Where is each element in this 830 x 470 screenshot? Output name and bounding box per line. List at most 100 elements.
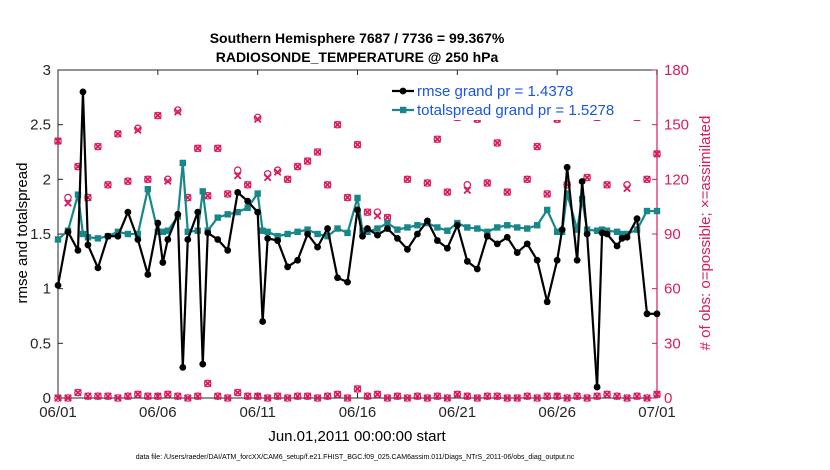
obs-low-assimilated-marker [563, 394, 571, 402]
rmse-line-segment [586, 233, 599, 388]
obs-low-assimilated-marker [253, 392, 262, 401]
obs-low-possible-marker [653, 390, 661, 399]
obs-low-possible-marker [333, 390, 342, 399]
rmse-marker [394, 234, 401, 242]
totalspread-line-segment [356, 197, 364, 231]
obs-low-possible-marker [213, 392, 222, 400]
obs-assimilated-marker [543, 190, 552, 198]
rmse-line-segment [196, 212, 204, 365]
totalspread-marker [214, 214, 221, 221]
obs-low-assimilated-marker [193, 392, 202, 401]
obs-low-possible-marker [613, 392, 621, 400]
obs-low-assimilated-marker [413, 392, 422, 401]
obs-assimilated-marker [124, 177, 132, 185]
totalspread-marker [573, 226, 581, 233]
obs-possible-marker [483, 179, 492, 187]
totalspread-marker [474, 225, 481, 232]
rmse-marker [104, 232, 112, 240]
rmse-line-segment [81, 91, 90, 245]
x-tick-label: 06/26 [538, 404, 576, 421]
x-tick-label: 06/21 [439, 404, 477, 421]
rmse-marker [364, 225, 371, 232]
obs-low-possible-marker [114, 394, 122, 402]
obs-low-assimilated-marker [643, 394, 651, 402]
rmse-line-segment [596, 232, 604, 388]
totalspread-marker [284, 230, 291, 238]
totalspread-marker [563, 190, 571, 197]
totalspread-marker [524, 225, 531, 232]
obs-low-assimilated-marker [323, 392, 332, 401]
rmse-line-segment [561, 167, 569, 230]
obs-low-possible-marker [623, 394, 631, 402]
totalspread-marker [464, 224, 471, 231]
obs-possible-marker [523, 175, 532, 184]
totalspread-line-segment [346, 197, 359, 234]
totalspread-marker [534, 222, 541, 229]
obs-low-assimilated-marker [483, 392, 492, 401]
legend: rmse grand pr = 1.4378 totalspread grand … [386, 78, 652, 120]
totalspread-marker [184, 228, 191, 236]
obs-possible-marker [333, 120, 342, 129]
rmse-line-segment [446, 224, 459, 249]
rmse-marker [443, 244, 451, 252]
obs-possible-marker [423, 179, 432, 187]
rmse-marker [553, 256, 561, 264]
totalspread-marker [164, 227, 172, 234]
totalspread-line-segment [176, 162, 184, 217]
obs-assimilated-marker [144, 175, 152, 184]
rmse-line-segment [566, 167, 579, 261]
obs-low-possible-marker [174, 392, 182, 400]
obs-low-possible-marker [433, 392, 442, 400]
obs-possible-marker [134, 124, 142, 133]
obs-low-assimilated-marker [473, 394, 482, 402]
obs-assimilated-marker [233, 171, 242, 180]
obs-possible-marker [223, 190, 232, 198]
rmse-line-segment [576, 181, 584, 261]
obs-low-possible-marker [283, 394, 292, 402]
obs-low-assimilated-marker [94, 392, 102, 401]
y-tick-label-right: 150 [664, 117, 689, 134]
obs-possible-marker [403, 175, 412, 184]
rmse-marker [493, 240, 501, 248]
obs-possible-marker [493, 139, 502, 147]
obs-low-possible-marker [144, 392, 152, 400]
obs-low-assimilated-marker [293, 392, 302, 401]
rmse-line-segment [67, 231, 79, 251]
rmse-line-segment [116, 211, 129, 237]
rmse-marker [144, 271, 152, 278]
totalspread-marker [124, 230, 132, 238]
rmse-series [54, 88, 661, 391]
legend-label: totalspread grand pr = 1.5278 [417, 102, 614, 119]
obs-possible-marker [283, 175, 292, 184]
rmse-marker [543, 298, 551, 306]
rmse-line-segment [201, 232, 209, 365]
obs-low-possible-series [54, 379, 661, 402]
rmse-line-segment [426, 220, 439, 242]
rmse-line-segment [226, 192, 239, 251]
rmse-line-segment [261, 238, 269, 322]
obs-low-assimilated-marker [533, 394, 542, 402]
rmse-marker [613, 242, 621, 250]
obs-assimilated-marker [243, 180, 252, 189]
totalspread-marker [224, 211, 231, 218]
rmse-line-segment [96, 235, 109, 269]
rmse-marker [563, 163, 571, 171]
totalspread-marker [314, 230, 321, 238]
obs-assimilated-marker [104, 180, 112, 189]
obs-low-assimilated-marker [373, 390, 382, 399]
totalspread-marker [304, 226, 311, 233]
obs-low-possible-marker [134, 390, 142, 399]
obs-low-possible-marker [563, 394, 571, 402]
obs-possible-series [54, 99, 661, 222]
totalspread-marker [259, 227, 266, 234]
rmse-marker [74, 247, 82, 254]
obs-low-possible-marker [263, 394, 272, 402]
obs-low-possible-marker [403, 394, 412, 402]
rmse-line-segment [181, 239, 189, 368]
rmse-marker [623, 233, 631, 241]
totalspread-marker [264, 228, 271, 236]
totalspread-marker [613, 228, 621, 236]
obs-low-assimilated-marker [104, 392, 112, 401]
totalspread-marker [254, 190, 261, 197]
rmse-marker [423, 217, 431, 225]
